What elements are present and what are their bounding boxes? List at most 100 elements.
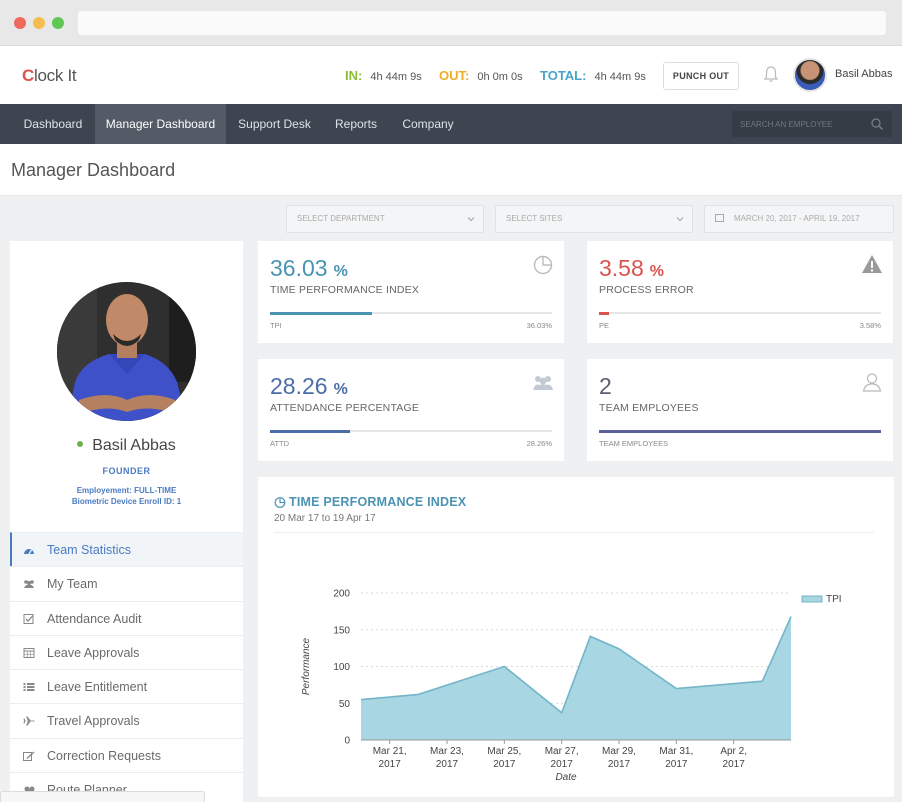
kpi-pe-progress (599, 312, 881, 315)
bottom-overlay-tab[interactable] (0, 791, 205, 802)
y-tick-label: 150 (333, 625, 350, 636)
y-tick-label: 50 (339, 699, 351, 710)
kpi-attd-unit: % (333, 381, 348, 398)
kpi-attd-value: 28.26 (270, 373, 328, 399)
chevron-down-icon (676, 217, 684, 222)
group-icon (533, 376, 553, 390)
time-out: OUT: 0h 0m 0s (439, 68, 523, 83)
kpi-tpi-label: TIME PERFORMANCE INDEX (270, 284, 420, 296)
dashboard-gauge-icon (24, 549, 34, 555)
profile-name: Basil Abbas (92, 437, 176, 454)
kpi-pe-percent: 3.58% (859, 321, 881, 330)
x-tick-label-year: 2017 (436, 759, 459, 770)
kpi-attd-progress (270, 430, 552, 433)
nav-manager-dashboard[interactable]: Manager Dashboard (95, 104, 226, 144)
kpi-tpi-short: TPI (270, 321, 282, 330)
edit-icon (23, 751, 35, 761)
kpi-attd-percent: 28.26% (526, 439, 552, 448)
menu-correction-requests[interactable]: Correction Requests (10, 737, 243, 772)
nav-support-desk[interactable]: Support Desk (238, 117, 311, 131)
date-range-picker[interactable]: MARCH 20, 2017 - APRIL 19, 2017 (704, 205, 894, 233)
menu-leave-approvals[interactable]: Leave Approvals (10, 634, 243, 669)
x-tick-label: Mar 29, (602, 746, 636, 757)
menu-team-statistics[interactable]: Team Statistics (10, 532, 243, 567)
sites-select-value: SELECT SITES (506, 214, 563, 223)
tpi-area-chart: 0 50 100 150 200 Mar 21, 2017 Mar 23, 2017 Mar 25… (301, 589, 842, 784)
y-axis-title: Performance (301, 637, 312, 695)
sites-select[interactable]: SELECT SITES (495, 205, 693, 233)
avatar[interactable] (793, 58, 827, 92)
chart-subtitle: 20 Mar 17 to 19 Apr 17 (274, 513, 376, 524)
nav-reports[interactable]: Reports (334, 117, 378, 131)
kpi-attd-short: ATTD (270, 439, 290, 448)
legend-label: TPI (826, 594, 842, 605)
time-total-value: 4h 44m 9s (594, 71, 646, 83)
kpi-team-short: TEAM EMPLOYEES (599, 439, 669, 448)
header-user-name[interactable]: Basil Abbas (835, 68, 893, 80)
tpi-chart-card: TIME PERFORMANCE INDEX 20 Mar 17 to 19 A… (258, 477, 894, 797)
bell-icon[interactable] (763, 65, 779, 83)
menu-item-label: Correction Requests (47, 748, 161, 763)
kpi-team-progress-fill (599, 430, 881, 433)
menu-travel-approvals[interactable]: Travel Approvals (10, 703, 243, 737)
tpi-series-line (360, 616, 792, 715)
kpi-tpi-unit: % (333, 263, 348, 280)
profile-photo (57, 282, 196, 421)
menu-my-team[interactable]: My Team (10, 566, 243, 600)
check-square-icon (23, 613, 34, 624)
nav-company[interactable]: Company (402, 117, 454, 131)
profile-name-row: Basil Abbas (10, 437, 243, 455)
page-title: Manager Dashboard (11, 160, 176, 180)
x-tick-label-year: 2017 (379, 759, 402, 770)
x-tick-label-year: 2017 (723, 759, 746, 770)
kpi-pe-unit: % (649, 263, 664, 280)
x-tick-label-year: 2017 (665, 759, 688, 770)
chart-divider (274, 532, 874, 533)
time-out-value: 0h 0m 0s (477, 71, 523, 83)
kpi-tpi-value-row: 36.03% (270, 255, 348, 282)
kpi-attd-value-row: 28.26% (270, 373, 348, 400)
kpi-pe-progress-fill (599, 312, 610, 315)
kpi-card-process-error: 3.58% PROCESS ERROR PE 3.58% (587, 241, 893, 343)
date-range-value: MARCH 20, 2017 - APRIL 19, 2017 (734, 214, 860, 223)
kpi-card-attendance: 28.26% ATTENDANCE PERCENTAGE ATTD 28.26% (258, 359, 564, 461)
window-minimize-button[interactable] (33, 17, 45, 29)
menu-item-label: Team Statistics (47, 543, 132, 557)
kpi-tpi-value: 36.03 (270, 255, 328, 281)
address-bar[interactable] (78, 11, 886, 35)
time-total-label: TOTAL: (540, 68, 587, 83)
calendar-icon (23, 647, 35, 658)
warning-icon (862, 255, 882, 273)
y-tick-label: 100 (333, 662, 350, 673)
x-tick-label: Mar 25, (487, 746, 521, 757)
kpi-team-value: 2 (599, 373, 612, 399)
window-close-button[interactable] (14, 17, 26, 29)
menu-attendance-audit[interactable]: Attendance Audit (10, 600, 243, 635)
kpi-pe-value-row: 3.58% (599, 255, 664, 282)
nav-dashboard[interactable]: Dashboard (23, 117, 83, 131)
page-title-bar: Manager Dashboard (0, 144, 902, 196)
menu-item-label: Leave Entitlement (47, 680, 148, 695)
kpi-pe-short: PE (599, 321, 610, 330)
kpi-attd-progress-fill (270, 430, 350, 433)
search-icon[interactable] (870, 117, 884, 131)
profile-card: Basil Abbas FOUNDER Employement: FULL-TI… (10, 241, 243, 802)
punch-out-button[interactable]: PUNCH OUT (663, 62, 739, 90)
menu-item-label: Travel Approvals (47, 714, 140, 729)
plane-icon (23, 716, 35, 726)
menu-leave-entitlement[interactable]: Leave Entitlement (10, 669, 243, 703)
calendar-icon (715, 214, 724, 222)
kpi-tpi-progress (270, 312, 552, 315)
menu-item-label: Leave Approvals (47, 645, 140, 660)
department-select[interactable]: SELECT DEPARTMENT (286, 205, 484, 233)
window-maximize-button[interactable] (52, 17, 64, 29)
app-logo[interactable]: Clock It (22, 66, 77, 86)
employee-search-input[interactable] (740, 111, 860, 137)
x-tick-label: Mar 27, (545, 746, 579, 757)
list-icon (23, 683, 35, 692)
x-tick-label: Mar 31, (659, 746, 693, 757)
kpi-tpi-percent: 36.03% (526, 321, 552, 330)
main-nav: Dashboard Manager Dashboard Support Desk… (0, 104, 902, 144)
pie-chart-icon (274, 497, 286, 508)
time-total: TOTAL: 4h 44m 9s (540, 68, 646, 83)
